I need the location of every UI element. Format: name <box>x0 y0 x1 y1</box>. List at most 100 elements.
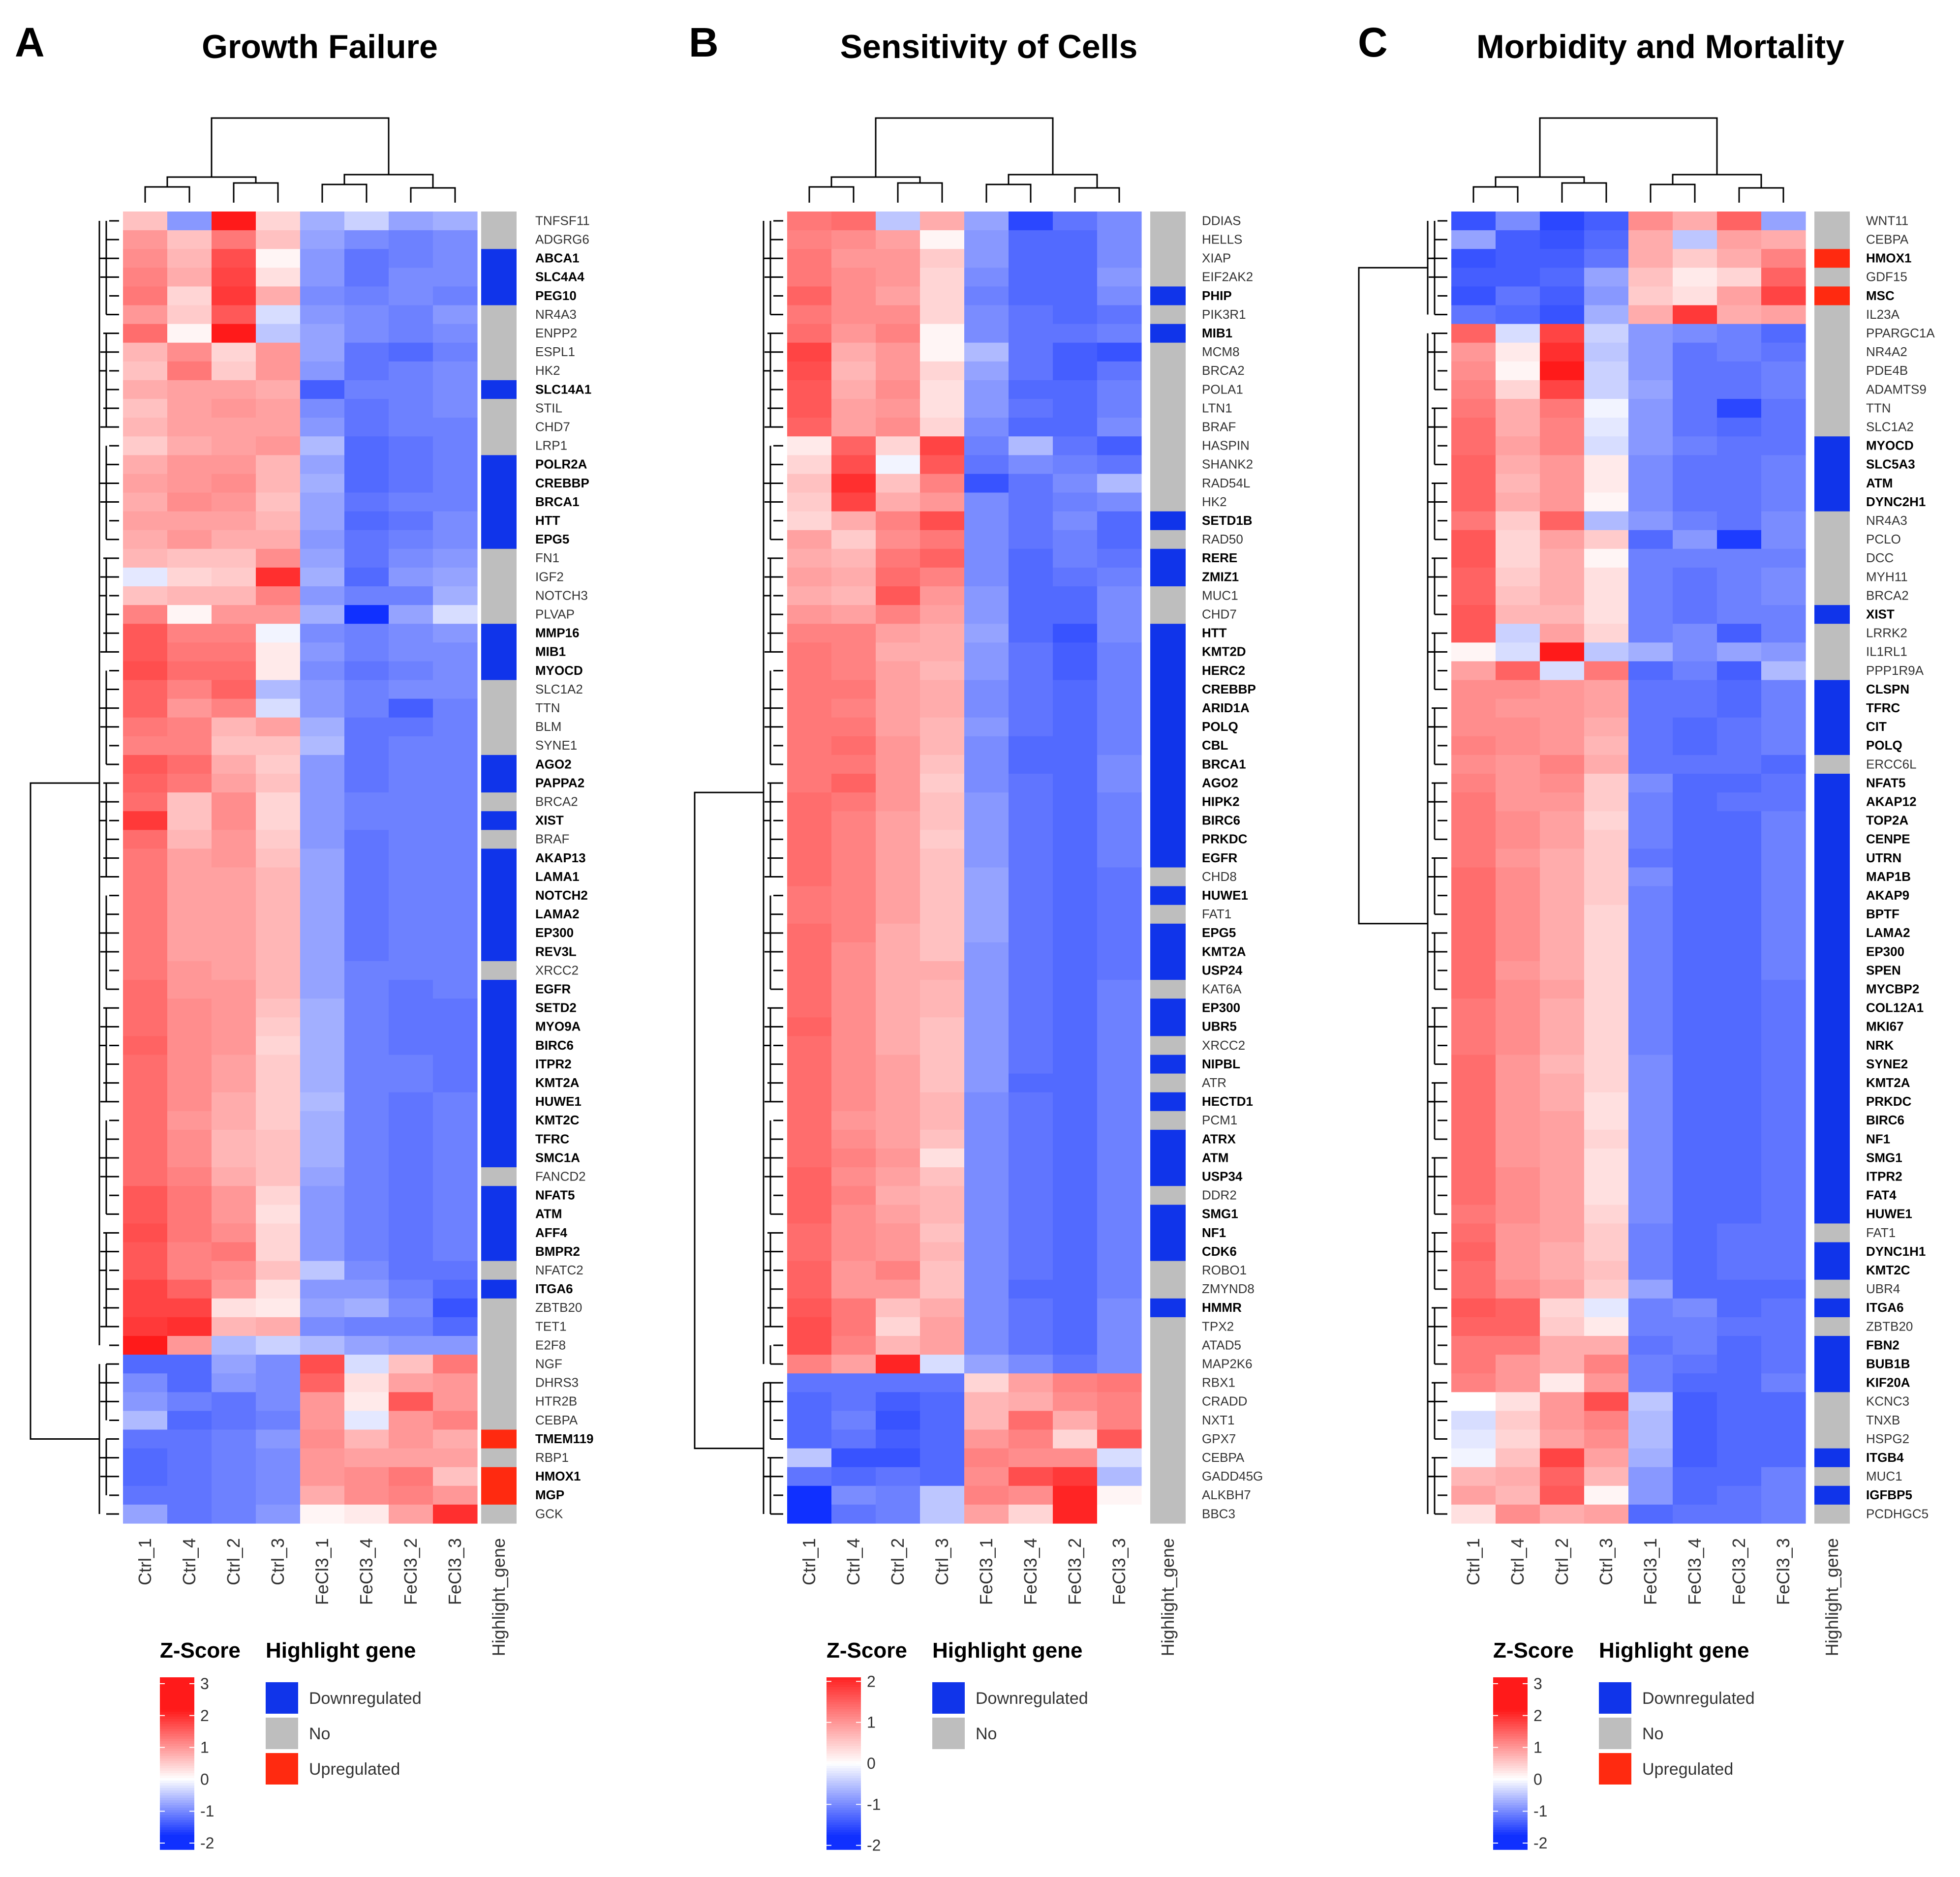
gene-label: BRCA1 <box>1202 757 1246 771</box>
heatmap-cell <box>964 1373 1009 1393</box>
heatmap-cell <box>964 1167 1009 1186</box>
highlight-title: Highlight gene <box>266 1638 416 1663</box>
heatmap-cell <box>300 492 345 512</box>
gene-label: HECTD1 <box>1202 1094 1253 1109</box>
annotation-cell <box>1814 961 1850 980</box>
heatmap-cell <box>1097 1186 1142 1205</box>
heatmap-cell <box>256 324 301 343</box>
heatmap-cell <box>167 1017 212 1036</box>
heatmap-cell <box>167 399 212 418</box>
heatmap-cell <box>787 1411 832 1430</box>
heatmap-cell <box>1496 886 1540 906</box>
sample-label: FeCl3_1 <box>312 1538 332 1605</box>
heatmap-cell <box>1053 905 1098 924</box>
heatmap-cell <box>1451 1298 1496 1318</box>
zscore-gradient-step <box>1493 1805 1528 1808</box>
zscore-gradient-step <box>827 1798 861 1801</box>
heatmap-cell <box>1717 586 1762 605</box>
gene-label: NOTCH2 <box>535 888 588 903</box>
gene-label: MUC1 <box>1202 588 1238 603</box>
heatmap-cell <box>1053 305 1098 325</box>
dendrogram-branch <box>897 182 943 203</box>
gene-label: HUWE1 <box>535 1094 582 1109</box>
heatmap-cell <box>1628 886 1673 906</box>
heatmap-cell <box>964 923 1009 943</box>
heatmap-cell <box>1053 605 1098 624</box>
dendrogram-branch <box>1428 1158 1436 1214</box>
heatmap-cell <box>1628 492 1673 512</box>
heatmap-cell <box>920 1186 965 1205</box>
heatmap-cell <box>1053 1167 1098 1186</box>
heatmap-cell <box>344 999 389 1018</box>
heatmap-cell <box>433 886 478 906</box>
heatmap-cell <box>1761 1055 1806 1074</box>
heatmap-cell <box>1053 867 1098 887</box>
heatmap-cell <box>167 249 212 268</box>
heatmap-cell <box>1717 212 1762 231</box>
heatmap-cell <box>123 418 168 437</box>
zscore-gradient-step <box>1493 1817 1528 1820</box>
heatmap-cell <box>433 567 478 587</box>
gene-label: MIB1 <box>535 644 566 659</box>
zscore-gradient-step <box>1493 1773 1528 1776</box>
heatmap-cell <box>212 418 256 437</box>
heatmap-cell <box>964 1092 1009 1112</box>
heatmap-cell <box>1009 305 1053 325</box>
heatmap-cell <box>787 1073 832 1093</box>
heatmap-cell <box>831 268 876 287</box>
heatmap-cell <box>1673 1036 1717 1056</box>
gene-label: KIF20A <box>1866 1375 1910 1390</box>
heatmap-cell <box>1761 605 1806 624</box>
annotation-cell <box>1814 474 1850 493</box>
dendrogram-branch <box>99 1120 107 1214</box>
heatmap-cell <box>1097 1111 1142 1130</box>
heatmap-cell <box>344 249 389 268</box>
heatmap-cell <box>256 1129 301 1149</box>
heatmap-cell <box>300 212 345 231</box>
heatmap-cell <box>920 661 965 681</box>
gene-label: CENPE <box>1866 832 1910 847</box>
annotation-cell <box>1150 961 1186 980</box>
heatmap-cell <box>920 1429 965 1449</box>
heatmap-cell <box>123 324 168 343</box>
zscore-gradient-step <box>827 1815 861 1818</box>
heatmap-cell <box>1496 1279 1540 1299</box>
heatmap-cell <box>1673 698 1717 718</box>
sample-label: FeCl3_2 <box>1065 1538 1085 1605</box>
heatmap-cell <box>1717 1504 1762 1524</box>
heatmap-cell <box>433 1336 478 1355</box>
zscore-gradient-step <box>827 1744 861 1747</box>
heatmap-cell <box>167 717 212 737</box>
gene-label: RAD54L <box>1202 476 1250 490</box>
annotation-cell <box>1150 1392 1186 1411</box>
dendrogram-branch <box>764 221 771 315</box>
heatmap-cell <box>256 530 301 549</box>
heatmap-cell <box>876 1073 920 1093</box>
heatmap-cell <box>123 1261 168 1280</box>
heatmap-cell <box>1009 1205 1053 1224</box>
heatmap-cell <box>964 1355 1009 1374</box>
heatmap-cell <box>1540 736 1585 756</box>
heatmap-cell <box>256 455 301 474</box>
zscore-gradient-step <box>827 1786 861 1788</box>
heatmap-cell <box>1009 698 1053 718</box>
heatmap-cell <box>831 774 876 793</box>
heatmap-cell <box>389 212 433 231</box>
zscore-gradient-step <box>160 1813 194 1816</box>
heatmap-cell <box>389 305 433 325</box>
dendrogram-branch <box>1738 187 1784 203</box>
heatmap-cell <box>1009 1429 1053 1449</box>
heatmap-cell <box>1451 305 1496 325</box>
heatmap-cell <box>344 886 389 906</box>
heatmap-cell <box>787 1485 832 1505</box>
zscore-gradient-step <box>827 1773 861 1776</box>
heatmap-cell <box>1717 1111 1762 1130</box>
gene-label: BRCA2 <box>1202 363 1245 378</box>
heatmap-cell <box>1097 548 1142 568</box>
heatmap-cell <box>831 736 876 756</box>
heatmap-cell <box>1451 1279 1496 1299</box>
heatmap-cell <box>167 268 212 287</box>
heatmap-cell <box>167 755 212 774</box>
heatmap-cell <box>1673 905 1717 924</box>
